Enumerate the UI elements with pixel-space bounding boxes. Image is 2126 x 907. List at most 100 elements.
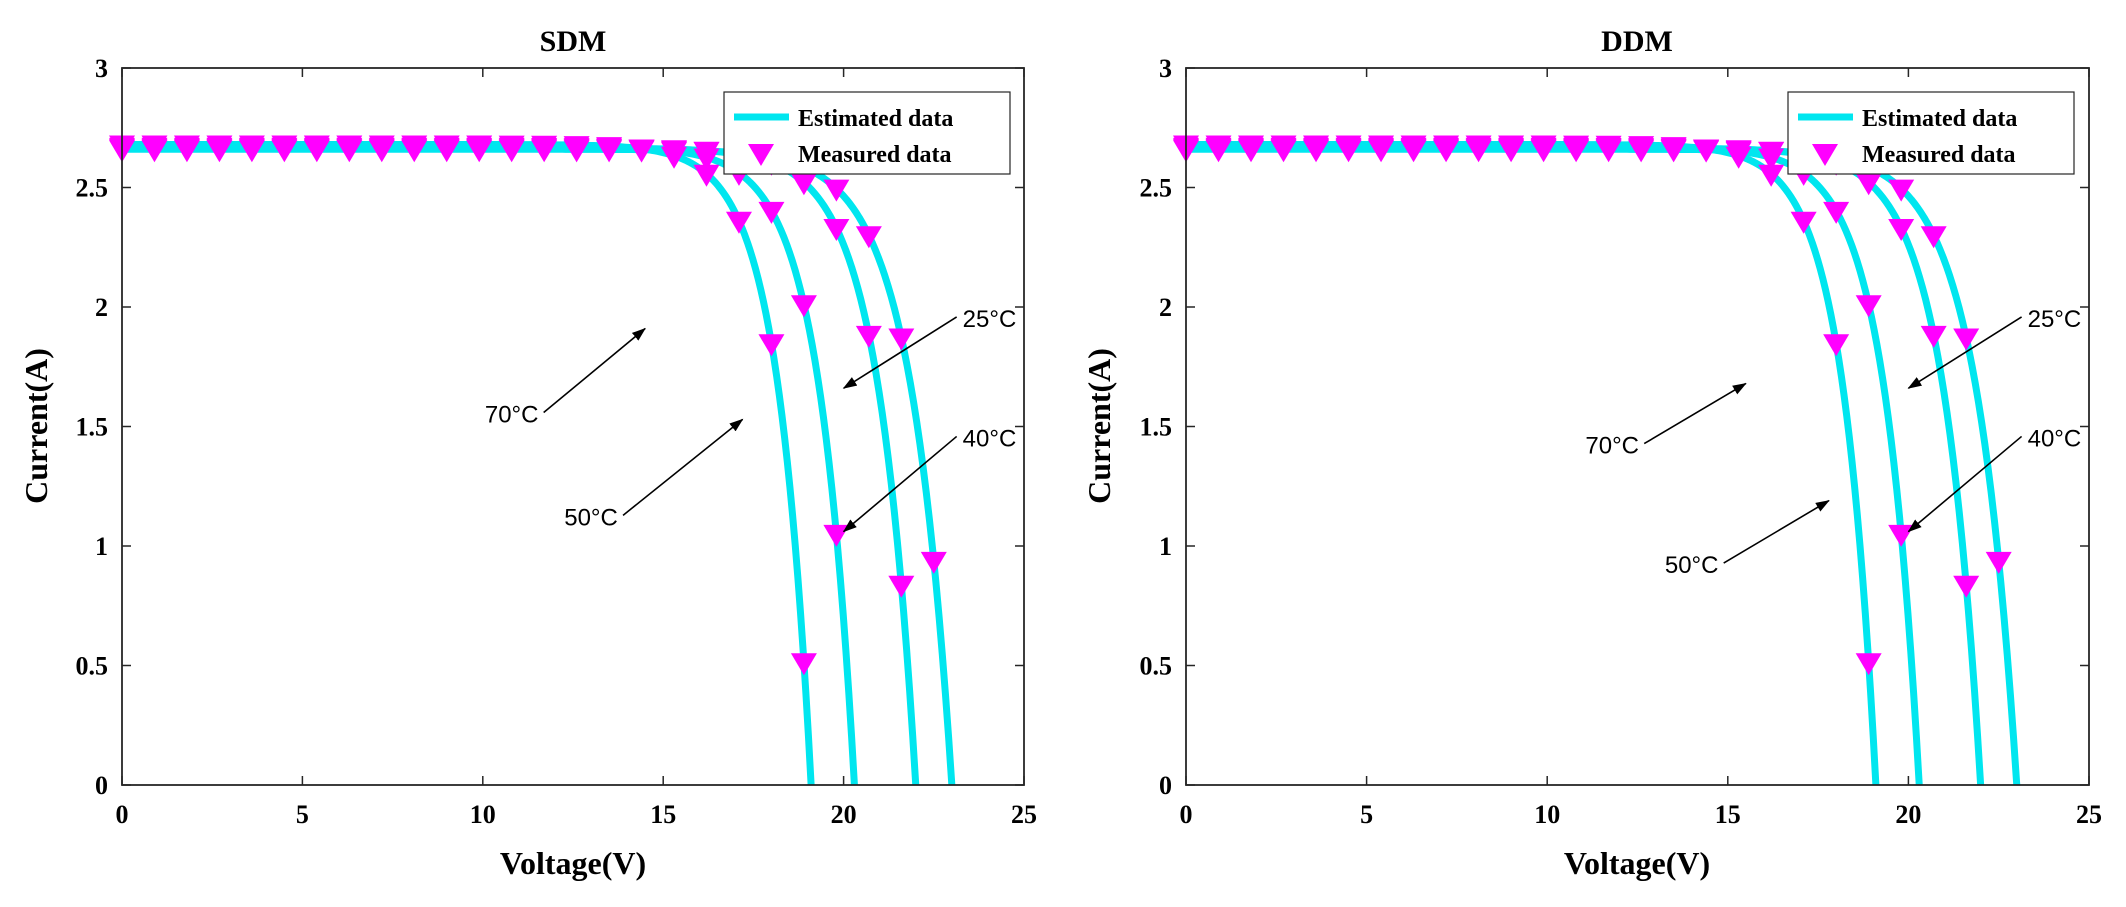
measured-point-70c [563,136,590,159]
annotations: 25°C 40°C 50°C 70°C [485,306,1017,533]
measured-point-70c [1790,211,1817,234]
measured-point-70c [628,139,655,162]
measured-point-70c [336,135,363,158]
measured-point-70c [790,653,817,676]
measured-point-70c [1465,135,1492,158]
measured-point-70c [433,135,460,158]
measured-point-25c [920,551,947,574]
x-tick-label: 25 [1011,800,1037,829]
x-tick-label: 10 [1534,800,1560,829]
x-axis-label: Voltage(V) [1564,845,1710,881]
measured-point-50c [1888,524,1915,547]
annotation-label: 50°C [1665,552,1719,579]
y-tick-label: 0.5 [76,652,109,681]
legend-box [1787,91,2075,175]
chart-title: DDM [1601,25,1673,58]
chart-panel-ddm: 0 5 10 15 20 25 0 0.5 1 1.5 2 2.5 3 DDM Voltage(V) C… [1081,25,2102,881]
annotations: 25°C 40°C 50°C 70°C [1585,306,2081,579]
legend-label-estimated: Estimated data [798,106,953,132]
y-tick-label: 1 [95,532,108,561]
measured-point-70c [693,164,720,187]
chart-panel-sdm: 0 5 10 15 20 25 0 0.5 1 1.5 2 2.5 3 SDM Voltage(V) C… [18,25,1037,881]
measured-point-70c [401,135,428,158]
measured-point-25c [823,179,850,202]
measured-point-70c [498,135,525,158]
measured-point-70c [661,146,688,169]
measured-point-70c [206,135,233,158]
measured-point-70c [368,135,395,158]
annotation-label: 40°C [2028,425,2082,452]
measured-point-70c [238,135,265,158]
measured-point-40c [1920,325,1947,348]
measured-point-40c [855,325,882,348]
measured-point-25c [1920,226,1947,249]
measured-point-70c [1595,135,1622,158]
measured-point-70c [466,135,493,158]
ticks: 0 5 10 15 20 25 0 0.5 1 1.5 2 2.5 3 [1140,54,2103,829]
x-tick-label: 15 [1715,800,1741,829]
measured-point-40c [888,575,915,598]
measured-point-70c [1433,135,1460,158]
annotation-label: 40°C [963,425,1017,452]
measured-point-70c [1270,135,1297,158]
annotation-arrow [622,418,744,516]
measured-point-70c [725,211,752,234]
legend-swatch-measured [1812,144,1838,166]
estimated-curve-70c [1185,140,1880,786]
measured-point-70c [1303,135,1330,158]
x-axis-label: Voltage(V) [500,845,646,881]
measured-point-40c [1855,173,1882,196]
measured-point-50c [758,201,785,224]
y-axis-label: Current(A) [18,348,54,504]
measured-point-70c [1758,164,1785,187]
measured-point-70c [1530,135,1557,158]
axes-box [1185,67,2090,786]
annotation-label: 50°C [564,504,618,531]
legend-box [723,91,1011,175]
measured-point-70c [1823,334,1850,357]
measured-point-50c [790,295,817,318]
measured-point-70c [1563,135,1590,158]
y-tick-label: 1.5 [76,413,109,442]
measured-point-70c [1628,136,1655,159]
x-tick-label: 0 [1180,800,1193,829]
measured-point-40c [823,218,850,241]
y-tick-label: 2.5 [76,174,109,203]
y-axis-label: Current(A) [1081,348,1117,504]
x-tick-label: 20 [1895,800,1921,829]
measured-point-70c [1498,135,1525,158]
x-tick-label: 5 [1360,800,1373,829]
measured-point-50c [1823,201,1850,224]
axes-box [121,67,1025,786]
annotation-arrow [1907,316,2023,389]
annotation-label: 70°C [1585,433,1639,460]
annotation-arrow [1907,435,2023,533]
x-tick-label: 25 [2076,800,2102,829]
measured-point-50c [823,524,850,547]
x-tick-label: 5 [296,800,309,829]
legend-label-measured: Measured data [798,142,952,168]
y-tick-label: 3 [95,54,108,83]
y-tick-label: 0 [95,771,108,800]
annotation-arrow [543,327,646,414]
measured-point-70c [1400,135,1427,158]
legend-label-measured: Measured data [1862,142,2016,168]
legend-label-estimated: Estimated data [1862,106,2017,132]
measured-point-40c [1953,575,1980,598]
annotation-arrow [842,435,958,533]
measured-point-25c [1888,179,1915,202]
measured-point-40c [1888,218,1915,241]
measured-point-70c [1238,135,1265,158]
measured-point-70c [758,334,785,357]
measured-point-70c [141,135,168,158]
legend-swatch-measured [748,144,774,166]
measured-point-70c [1855,653,1882,676]
measured-point-50c [1855,295,1882,318]
chart-title: SDM [540,25,607,58]
measured-point-70c [1660,137,1687,160]
y-tick-label: 1 [1159,532,1172,561]
measured-point-40c [790,173,817,196]
measured-point-70c [596,137,623,160]
y-tick-label: 0.5 [1140,652,1173,681]
plot-content [1173,135,2021,786]
